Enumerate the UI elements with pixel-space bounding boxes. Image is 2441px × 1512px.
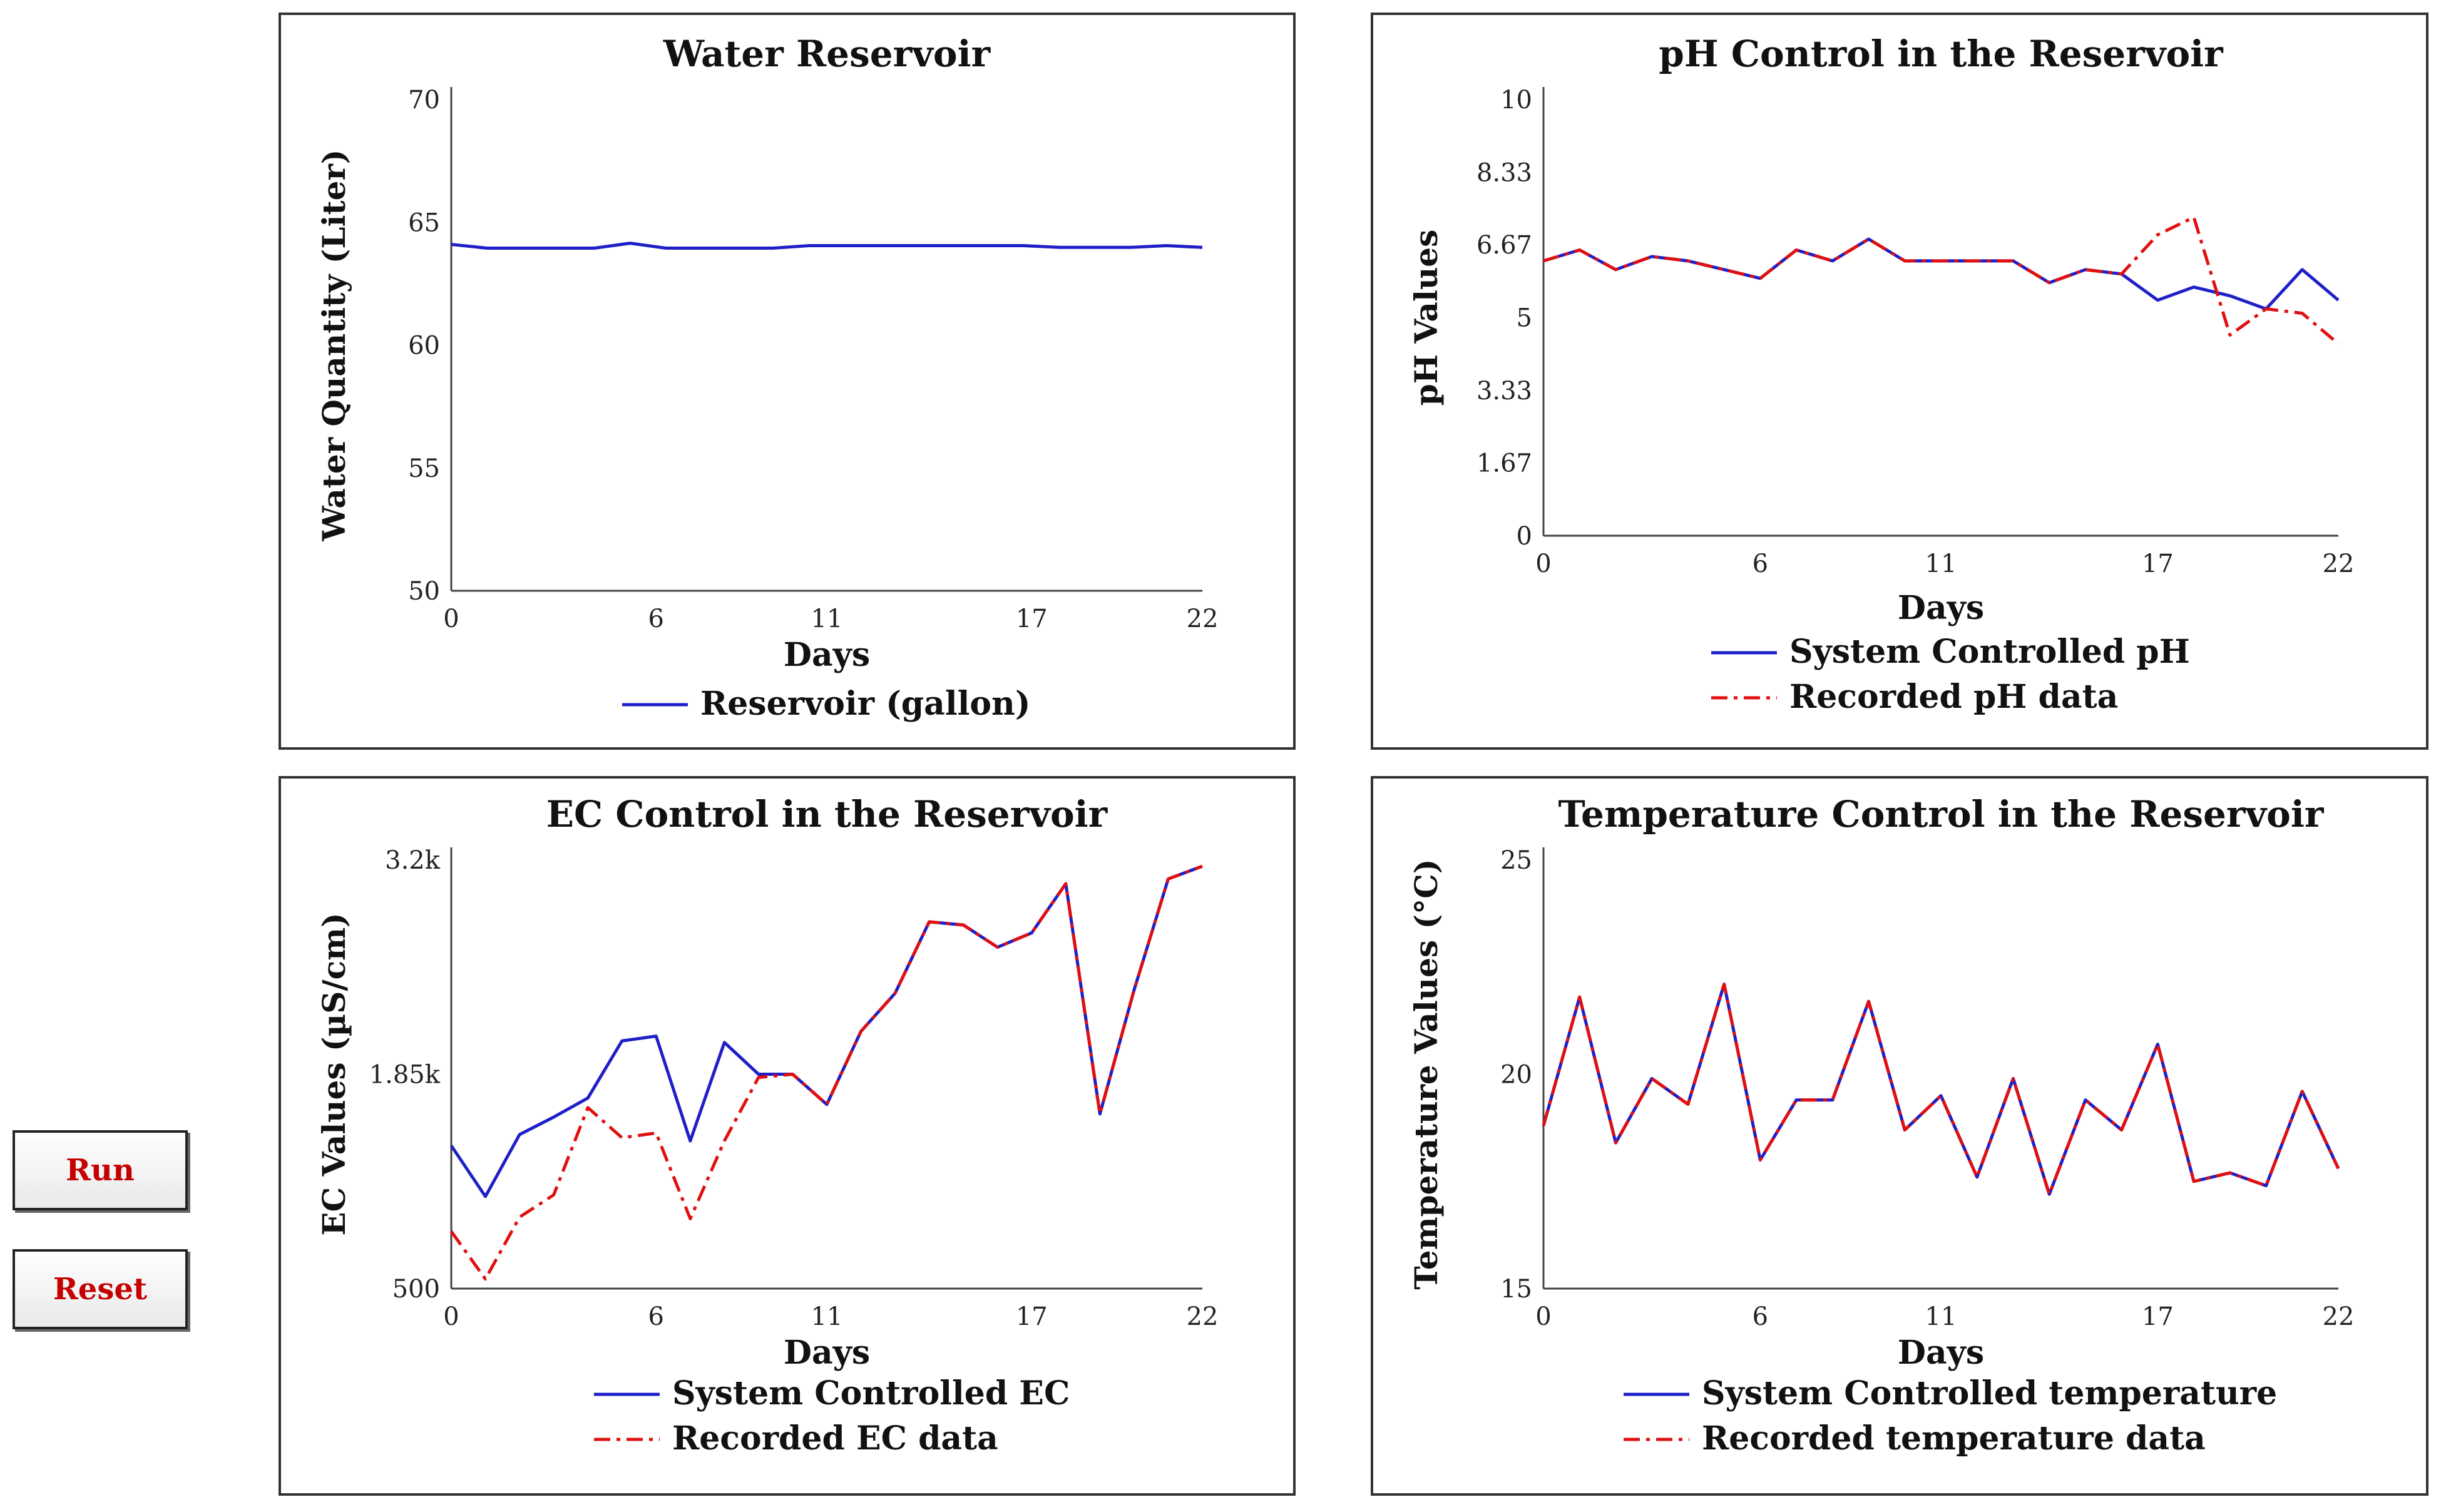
legend-entry: System Controlled pH (1789, 633, 2190, 671)
y-axis-label: Temperature Values (°C) (1408, 859, 1445, 1289)
y-tick-label: 55 (408, 454, 440, 483)
y-tick-label: 5 (1517, 304, 1532, 333)
x-tick-label: 17 (2142, 549, 2174, 578)
y-tick-label: 65 (408, 208, 440, 237)
y-tick-label: 1.67 (1476, 449, 1532, 478)
chart-title: Water Reservoir (663, 33, 991, 75)
x-tick-label: 0 (443, 605, 459, 633)
reset-button[interactable]: Reset (13, 1249, 188, 1329)
x-axis-label: Days (784, 636, 870, 674)
y-tick-label: 3.33 (1476, 377, 1532, 406)
y-axis-label: EC Values (µS/cm) (315, 912, 352, 1235)
temperature-control-panel: Temperature Control in the Reservoir 15 20… (1371, 776, 2428, 1496)
x-tick-label: 6 (1753, 1302, 1768, 1331)
system-series-line (451, 242, 1203, 250)
ec-control-panel: EC Control in the Reservoir 500 1.85k 3.2k 0… (279, 776, 1296, 1496)
system-series-line (449, 864, 1203, 1198)
x-tick-label: 11 (811, 1302, 843, 1331)
x-axis-label: Days (784, 1334, 870, 1372)
recorded-series-line (1543, 215, 2340, 345)
y-tick-label: 70 (408, 86, 440, 115)
legend-entry: System Controlled temperature (1702, 1374, 2277, 1412)
y-tick-label: 60 (408, 332, 440, 360)
ph-control-chart: pH Control in the Reservoir 0 1.67 3.33 5 6.6… (1408, 33, 2355, 716)
x-tick-label: 22 (1187, 1302, 1219, 1331)
legend-entry: Recorded pH data (1789, 678, 2118, 716)
water-reservoir-chart: Water Reservoir 50 55 60 65 70 0 6 11 17 22 Days Wat… (315, 33, 1219, 723)
y-axis-label: Water Quantity (Liter) (315, 150, 352, 542)
y-axis-label: pH Values (1408, 230, 1445, 406)
x-axis-label: Days (1898, 1334, 1984, 1372)
water-reservoir-panel: Water Reservoir 50 55 60 65 70 0 6 11 17 22 Days Wat… (279, 13, 1296, 750)
x-tick-label: 17 (2142, 1302, 2174, 1331)
y-tick-label: 3.2k (385, 846, 441, 875)
legend-entry: Reservoir (gallon) (700, 685, 1030, 723)
y-tick-label: 10 (1500, 86, 1532, 115)
y-tick-label: 15 (1500, 1275, 1532, 1304)
y-tick-label: 25 (1500, 846, 1532, 875)
x-tick-label: 0 (1535, 549, 1551, 578)
x-tick-label: 6 (1753, 549, 1768, 578)
y-tick-label: 500 (392, 1275, 440, 1304)
x-tick-label: 6 (648, 605, 664, 633)
x-tick-label: 17 (1016, 605, 1048, 633)
recorded-series-line (1542, 983, 2340, 1196)
x-tick-label: 22 (2323, 549, 2355, 578)
x-tick-label: 11 (1925, 549, 1957, 578)
x-tick-label: 11 (1925, 1302, 1957, 1331)
chart-title: Temperature Control in the Reservoir (1558, 793, 2325, 835)
y-tick-label: 0 (1517, 522, 1532, 551)
legend-entry: Recorded temperature data (1702, 1419, 2206, 1458)
chart-title: pH Control in the Reservoir (1659, 33, 2224, 75)
y-tick-label: 20 (1500, 1061, 1532, 1090)
run-button[interactable]: Run (13, 1130, 188, 1210)
ph-control-panel: pH Control in the Reservoir 0 1.67 3.33 5 6.6… (1371, 13, 2428, 750)
temperature-control-chart: Temperature Control in the Reservoir 15 20… (1408, 793, 2355, 1458)
x-axis-label: Days (1898, 589, 1984, 627)
y-tick-label: 50 (408, 577, 440, 606)
x-tick-label: 17 (1016, 1302, 1048, 1331)
y-tick-label: 8.33 (1476, 158, 1532, 187)
legend-entry: System Controlled EC (672, 1374, 1070, 1412)
ec-control-chart: EC Control in the Reservoir 500 1.85k 3.2k 0… (315, 793, 1219, 1458)
x-tick-label: 22 (2323, 1302, 2355, 1331)
system-series-line (1543, 237, 2340, 311)
system-series-line (1542, 983, 2340, 1196)
x-tick-label: 11 (811, 605, 843, 633)
legend-entry: Recorded EC data (672, 1419, 998, 1458)
y-tick-label: 1.85k (369, 1061, 441, 1090)
chart-title: EC Control in the Reservoir (546, 793, 1108, 835)
x-tick-label: 0 (443, 1302, 459, 1331)
x-tick-label: 22 (1187, 605, 1219, 633)
x-tick-label: 0 (1535, 1302, 1551, 1331)
x-tick-label: 6 (648, 1302, 664, 1331)
y-tick-label: 6.67 (1476, 231, 1532, 260)
recorded-series-line (449, 864, 1203, 1281)
